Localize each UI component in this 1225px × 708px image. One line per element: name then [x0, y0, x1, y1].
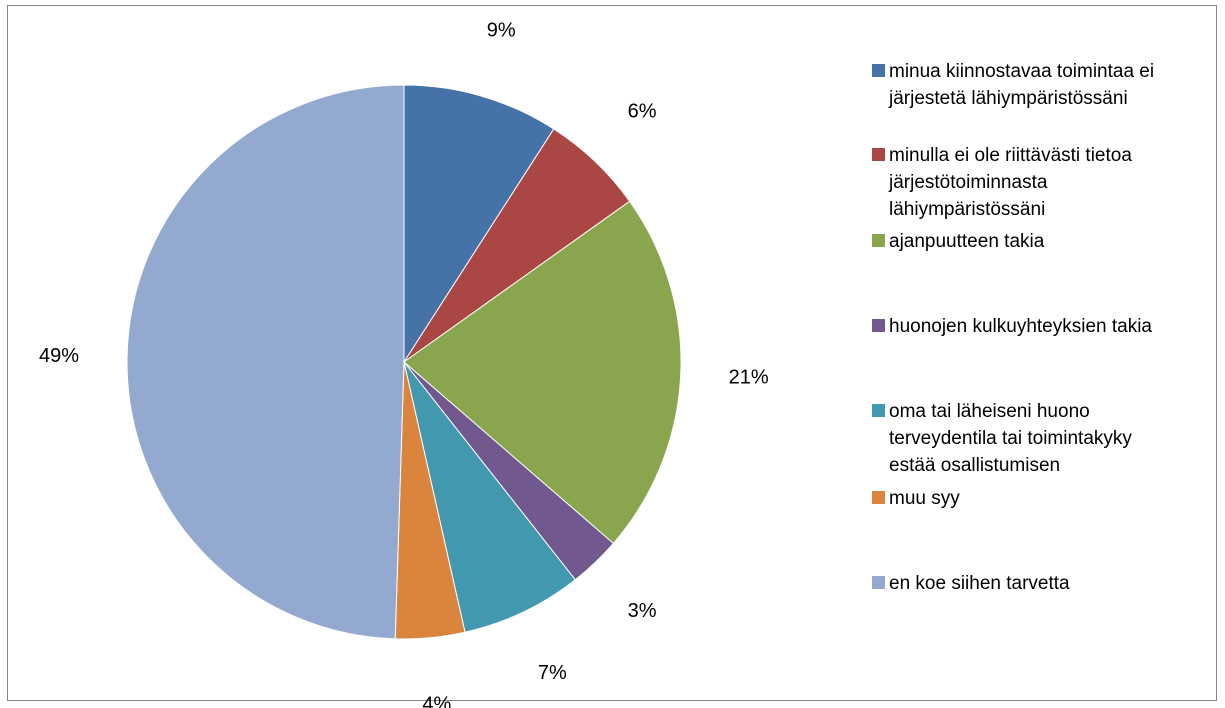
- pie-data-label: 6%: [628, 101, 657, 123]
- pie-data-labels: 9% 6% 21% 3% 7% 4% 49%: [39, 19, 769, 708]
- pie-data-label: 9%: [487, 19, 516, 41]
- pie-data-label: 21%: [729, 367, 769, 389]
- pie-slice: [403, 84, 555, 364]
- pie-slice: [403, 200, 682, 545]
- pie-data-label: 49%: [39, 345, 79, 367]
- pie-data-label: 3%: [628, 600, 657, 622]
- pie-slice: [403, 361, 576, 633]
- pie-slices: [126, 84, 682, 640]
- pie-data-label: 7%: [538, 662, 567, 684]
- pie-data-label: 4%: [422, 694, 451, 708]
- pie-slice: [126, 84, 405, 640]
